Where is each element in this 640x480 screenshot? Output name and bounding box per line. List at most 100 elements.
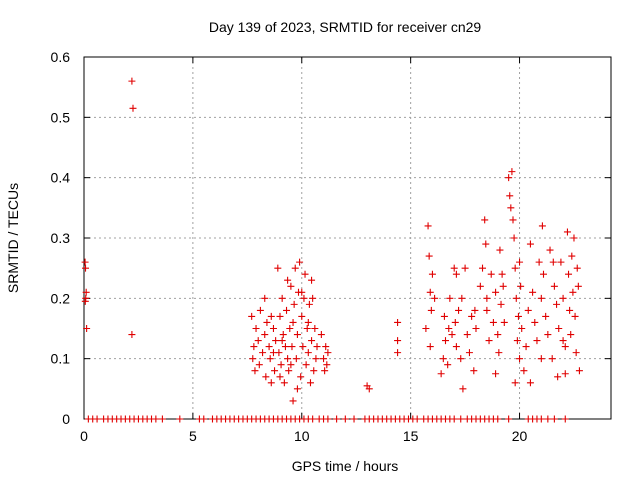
data-point <box>448 331 456 339</box>
data-point <box>255 361 263 369</box>
data-point <box>302 361 310 369</box>
data-point <box>445 325 453 332</box>
data-point <box>568 252 576 260</box>
data-point <box>513 337 521 345</box>
data-point <box>440 312 448 320</box>
data-point <box>261 331 269 339</box>
data-point <box>288 343 296 351</box>
data-point <box>304 349 312 357</box>
data-point <box>572 349 580 357</box>
data-point <box>93 415 101 423</box>
data-point <box>303 325 311 332</box>
data-point <box>481 216 489 224</box>
data-point <box>512 294 520 302</box>
data-point <box>489 318 497 326</box>
data-point <box>544 415 552 423</box>
data-point <box>278 337 286 345</box>
data-point <box>308 337 316 345</box>
data-point <box>82 264 90 272</box>
data-point <box>554 373 562 381</box>
data-point <box>289 318 297 326</box>
data-point <box>311 325 319 332</box>
data-point <box>570 234 578 242</box>
data-point <box>341 415 349 423</box>
data-point <box>267 312 275 320</box>
y-tick-label: 0.2 <box>51 290 71 306</box>
data-point <box>306 379 314 387</box>
data-point <box>567 331 575 339</box>
data-point <box>322 343 330 351</box>
data-points <box>81 77 583 423</box>
data-point <box>249 355 257 363</box>
data-point <box>128 331 136 339</box>
y-tick-label: 0.5 <box>51 109 71 125</box>
data-point <box>278 294 286 302</box>
data-point <box>200 415 208 423</box>
data-point <box>292 355 300 363</box>
data-point <box>561 415 569 423</box>
data-point <box>517 282 525 290</box>
data-point <box>152 415 160 423</box>
data-point <box>559 294 567 302</box>
data-point <box>487 270 495 278</box>
data-point <box>309 415 317 423</box>
data-point <box>291 264 299 272</box>
data-point <box>458 294 466 302</box>
data-point <box>280 379 288 387</box>
data-point <box>272 337 280 345</box>
data-point <box>301 270 309 278</box>
data-point <box>459 385 467 393</box>
data-point <box>452 270 460 278</box>
data-point <box>283 306 291 314</box>
data-point <box>537 415 545 423</box>
data-point <box>324 349 332 357</box>
data-point <box>281 343 289 351</box>
data-point <box>293 331 301 339</box>
data-point <box>313 343 321 351</box>
data-point <box>333 415 341 423</box>
data-point <box>559 337 567 345</box>
data-point <box>518 325 526 332</box>
data-point <box>428 270 436 278</box>
x-tick-label: 5 <box>189 428 197 444</box>
data-point <box>450 415 458 423</box>
data-point <box>82 288 90 296</box>
data-point <box>472 325 480 332</box>
data-point <box>287 361 295 369</box>
data-point <box>571 312 579 320</box>
data-point <box>310 367 318 375</box>
data-point <box>500 318 508 326</box>
data-point <box>498 270 506 278</box>
data-point <box>293 385 301 393</box>
data-point <box>549 258 557 266</box>
data-point <box>535 258 543 266</box>
data-point <box>468 312 476 320</box>
data-point <box>394 337 402 345</box>
data-point <box>563 228 571 236</box>
data-point <box>425 252 433 260</box>
data-point <box>284 355 292 363</box>
data-point <box>290 300 298 308</box>
data-point <box>426 288 434 296</box>
y-tick-label: 0.6 <box>51 49 71 65</box>
data-point <box>455 306 463 314</box>
data-point <box>299 343 307 351</box>
data-point <box>529 288 537 296</box>
data-point <box>321 367 329 375</box>
data-point <box>427 306 435 314</box>
data-point <box>506 192 514 200</box>
data-point <box>457 355 465 363</box>
data-point <box>546 246 554 254</box>
data-point <box>271 367 279 375</box>
data-point <box>279 331 287 339</box>
data-point <box>446 294 454 302</box>
data-point <box>394 318 402 326</box>
data-point <box>520 367 528 375</box>
data-point <box>276 312 284 320</box>
data-point <box>309 294 317 302</box>
data-point <box>83 325 91 332</box>
data-point <box>457 415 465 423</box>
data-point <box>251 367 259 375</box>
data-point <box>483 306 491 314</box>
data-point <box>465 349 473 357</box>
